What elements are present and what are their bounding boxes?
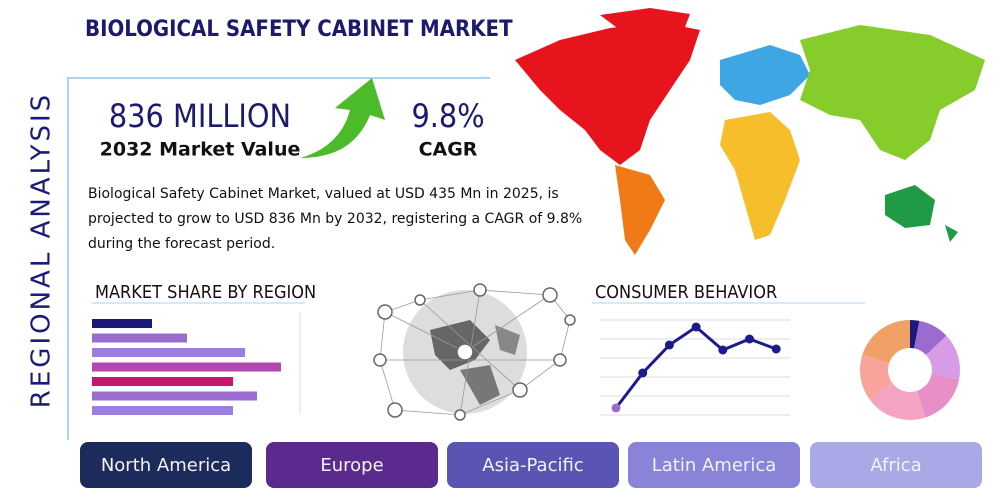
line-point [664, 340, 674, 350]
donut-segment [910, 320, 920, 349]
line-point [611, 403, 621, 413]
line-point [718, 345, 728, 355]
growth-arrow [300, 78, 385, 158]
stat-value: 836 MILLION [109, 97, 291, 135]
frame [67, 77, 490, 440]
title: BIOLOGICAL SAFETY CABINET MARKET [85, 17, 513, 42]
line-point [745, 334, 754, 344]
region-label: Asia-Pacific [482, 455, 583, 476]
bar [92, 333, 187, 343]
region-button[interactable] [447, 442, 619, 488]
world-map [515, 8, 985, 255]
bar [92, 406, 233, 415]
description: Biological Safety Cabinet Market, valued… [88, 186, 583, 252]
donut-segment [862, 320, 910, 364]
donut-segment [914, 320, 947, 355]
stat-label: 2032 Market Value [100, 139, 301, 161]
stat-label: CAGR [419, 139, 478, 161]
line-grid [600, 319, 790, 416]
side-title: REGIONAL ANALYSIS [27, 92, 57, 408]
region-label: Africa [870, 455, 921, 476]
region-label: Latin America [652, 455, 777, 476]
bar [92, 362, 281, 372]
region-button[interactable] [80, 442, 252, 488]
line-point [771, 344, 781, 354]
donut-segment [860, 354, 893, 400]
description-box: Biological Safety Cabinet Market, valued… [88, 186, 583, 252]
donut-segment [926, 335, 961, 380]
section-title: MARKET SHARE BY REGION [95, 282, 316, 303]
donut-segment [869, 382, 926, 420]
region-button[interactable] [810, 442, 982, 488]
line-point [691, 322, 701, 332]
stat-value: 9.8% [411, 97, 484, 135]
region-label: North America [101, 455, 231, 476]
bar [92, 377, 233, 386]
region-button[interactable] [266, 442, 438, 488]
bar [92, 391, 257, 401]
section-title: CONSUMER BEHAVIOR [595, 282, 777, 303]
line-point [638, 368, 648, 378]
bar [92, 319, 152, 328]
region-button[interactable] [628, 442, 800, 488]
globe-network [373, 283, 576, 421]
donut-segment [916, 374, 960, 418]
region-label: Europe [320, 455, 383, 476]
bar [92, 348, 245, 357]
